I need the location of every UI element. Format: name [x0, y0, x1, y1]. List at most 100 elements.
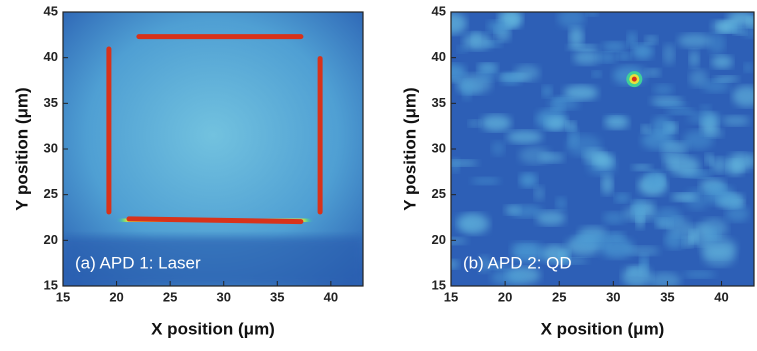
noise-blob [653, 84, 674, 96]
noise-blob [746, 16, 754, 28]
noise-blob [654, 207, 682, 228]
noise-blob [728, 23, 744, 33]
noise-blob [602, 211, 626, 224]
y-tick-label: 25 [432, 186, 446, 201]
noise-blob [557, 12, 586, 29]
heatmap [451, 12, 754, 286]
noise-blob [655, 102, 688, 109]
x-tick-label: 35 [270, 289, 284, 304]
noise-blob [669, 156, 700, 176]
noise-blob [471, 31, 481, 47]
noise-blob [671, 192, 698, 202]
noise-blob [583, 148, 606, 164]
noise-blob [705, 153, 714, 166]
noise-blob [664, 230, 684, 249]
y-tick-label: 45 [432, 3, 446, 18]
noise-blob [569, 26, 584, 48]
noise-blob [511, 245, 544, 262]
noise-blob [490, 270, 524, 285]
noise-blob [504, 205, 521, 215]
noise-blob [567, 127, 579, 148]
noise-blob [545, 116, 568, 131]
x-tick-label: 15 [56, 289, 70, 304]
laser-trace [126, 216, 304, 225]
x-tick-label: 20 [109, 289, 123, 304]
noise-blob [506, 13, 519, 28]
noise-blob [534, 185, 545, 201]
y-tick-label: 20 [44, 232, 58, 247]
noise-blob [651, 116, 673, 139]
noise-blob [573, 50, 600, 65]
y-tick-label: 45 [44, 3, 58, 18]
noise-blob [471, 177, 501, 185]
noise-blob [500, 71, 522, 85]
noise-blob [683, 271, 716, 278]
x-axis-label: X position (μm) [151, 319, 275, 338]
noise-blob [683, 130, 714, 150]
noise-blob [700, 104, 712, 114]
noise-blob [645, 170, 665, 191]
x-axis-label: X position (μm) [541, 319, 665, 338]
noise-blob [677, 33, 712, 48]
noise-blob [591, 70, 602, 78]
noise-blob [542, 85, 553, 98]
noise-blob [644, 35, 658, 45]
noise-blob [614, 193, 631, 203]
noise-blob [689, 230, 699, 244]
noise-blob [743, 62, 753, 73]
y-tick-label: 15 [432, 277, 446, 292]
noise-blob [702, 79, 730, 93]
noise-blob [540, 244, 569, 263]
noise-blob [601, 173, 614, 195]
x-tick-label: 25 [552, 289, 566, 304]
noise-blob [451, 259, 460, 269]
noise-blob [458, 213, 490, 235]
noise-blob [625, 246, 660, 256]
noise-blob [742, 27, 754, 39]
noise-blob [481, 114, 512, 132]
heatmap-bottom-band [63, 236, 363, 286]
y-tick-label: 30 [44, 140, 58, 155]
noise-blob [632, 43, 654, 60]
noise-blob [457, 45, 468, 54]
noise-blob [551, 98, 566, 115]
noise-blob [478, 255, 491, 273]
y-axis-label: Y position (μm) [12, 87, 31, 210]
panel-annotation: (a) APD 1: Laser [75, 253, 201, 272]
x-tick-label: 30 [606, 289, 620, 304]
noise-blob [631, 164, 653, 171]
noise-blob [708, 33, 726, 55]
noise-blob [597, 52, 617, 63]
noise-blob [689, 50, 700, 68]
noise-blob [665, 108, 695, 115]
y-axis-label: Y position (μm) [400, 87, 419, 210]
noise-blob [586, 12, 598, 17]
noise-blob [536, 210, 566, 226]
y-tick-label: 40 [432, 49, 446, 64]
x-tick-label: 25 [163, 289, 177, 304]
noise-blob [729, 195, 742, 208]
x-tick-label: 35 [660, 289, 674, 304]
noise-blob [451, 63, 466, 81]
x-tick-label: 20 [498, 289, 512, 304]
noise-blob [487, 20, 509, 33]
noise-blob [573, 231, 609, 249]
noise-blob [602, 41, 627, 52]
y-tick-label: 35 [432, 95, 446, 110]
x-tick-label: 40 [714, 289, 728, 304]
noise-blob [451, 160, 479, 167]
noise-blob [706, 227, 721, 243]
noise-blob [632, 199, 645, 220]
noise-blob [604, 116, 629, 130]
noise-blob [451, 158, 460, 173]
noise-blob [649, 272, 681, 286]
noise-blob [706, 128, 724, 138]
noise-blob [462, 80, 472, 101]
noise-blob [700, 237, 737, 259]
noise-blob [721, 115, 750, 126]
noise-blob [557, 257, 589, 264]
noise-blob [710, 157, 729, 174]
x-tick-label: 40 [324, 289, 338, 304]
noise-blob [563, 85, 598, 101]
